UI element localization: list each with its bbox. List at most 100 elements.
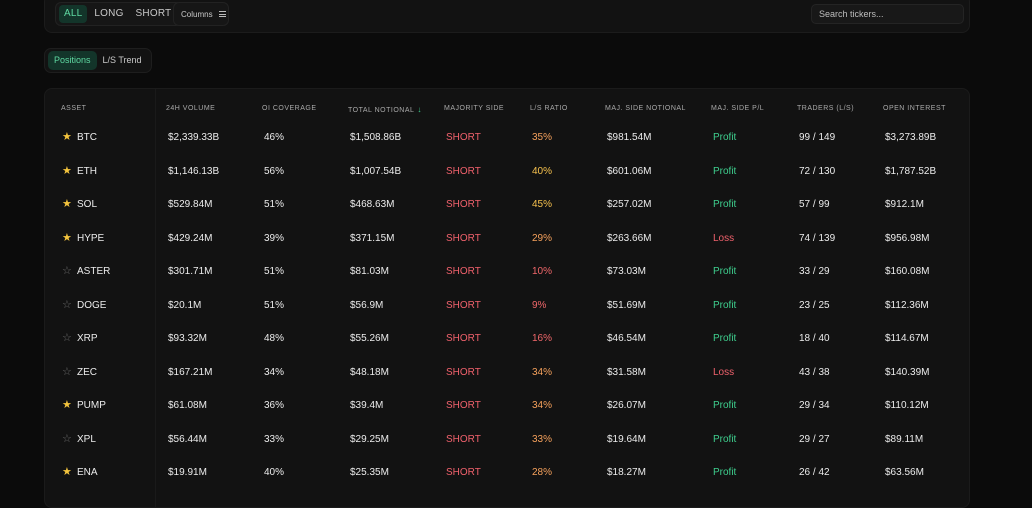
- pl-cell: Loss: [713, 232, 735, 244]
- majority-side-cell: SHORT: [446, 199, 481, 210]
- pl-cell: Profit: [713, 132, 737, 143]
- volume-cell: $1,146.13B: [168, 165, 220, 177]
- traders-cell: 29 / 27: [799, 433, 830, 445]
- toolbar: ALL LONG SHORT Columns: [44, 0, 970, 33]
- traders-cell: 72 / 130: [799, 165, 836, 177]
- star-outline-icon[interactable]: ☆: [62, 432, 72, 445]
- star-filled-icon[interactable]: ★: [62, 198, 72, 210]
- pl-cell: Profit: [713, 299, 737, 311]
- header-asset[interactable]: ASSET: [61, 105, 87, 112]
- header-open-interest[interactable]: OPEN INTEREST: [883, 105, 946, 112]
- positions-table: ASSET 24H VOLUME OI COVERAGE TOTAL NOTIO…: [44, 88, 970, 508]
- majority-side-cell: SHORT: [446, 165, 481, 177]
- total-notional-cell: $468.63M: [350, 199, 395, 210]
- header-ls-ratio[interactable]: L/S RATIO: [530, 105, 568, 112]
- traders-cell: 18 / 40: [799, 333, 830, 344]
- total-notional-cell: $81.03M: [350, 266, 389, 277]
- header-maj-side-pl[interactable]: MAJ. SIDE P/L: [711, 105, 765, 112]
- header-oi-coverage[interactable]: OI COVERAGE: [262, 105, 317, 112]
- asset-symbol: PUMP: [77, 400, 106, 411]
- table-row[interactable]: ☆ ASTER $301.71M 51% $81.03M SHORT 10% $73.03M P…: [45, 255, 971, 289]
- maj-notional-cell: $981.54M: [607, 132, 652, 143]
- star-outline-icon[interactable]: ☆: [62, 265, 72, 277]
- table-row[interactable]: ★ ENA $19.91M 40% $25.35M SHORT 28% $18.27M Prof…: [45, 456, 971, 490]
- filter-all-button[interactable]: ALL: [59, 5, 88, 23]
- total-notional-cell: $39.4M: [350, 400, 384, 411]
- filter-long-button[interactable]: LONG: [94, 8, 124, 19]
- table-row[interactable]: ★ ETH $1,146.13B 56% $1,007.54B SHORT 40% $601.…: [45, 155, 971, 189]
- maj-notional-cell: $263.66M: [607, 232, 652, 244]
- table-row[interactable]: ☆ DOGE $20.1M 51% $56.9M SHORT 9% $51.69M Profit…: [45, 289, 971, 323]
- star-filled-icon[interactable]: ★: [62, 399, 72, 411]
- star-filled-icon[interactable]: ★: [62, 164, 72, 177]
- ls-ratio-cell: 34%: [532, 366, 553, 378]
- oi-coverage-cell: 56%: [264, 165, 285, 177]
- open-interest-cell: $160.08M: [885, 266, 930, 277]
- pl-cell: Profit: [713, 199, 737, 210]
- open-interest-cell: $112.36M: [885, 299, 929, 311]
- table-row[interactable]: ☆ XRP $93.32M 48% $55.26M SHORT 16% $46.54M Prof…: [45, 322, 971, 356]
- open-interest-cell: $110.12M: [885, 400, 929, 411]
- majority-side-cell: SHORT: [446, 232, 481, 244]
- volume-cell: $56.44M: [168, 433, 207, 445]
- pl-cell: Loss: [713, 366, 735, 378]
- volume-cell: $20.1M: [168, 299, 202, 311]
- header-maj-side-notional[interactable]: MAJ. SIDE NOTIONAL: [605, 105, 686, 112]
- column-divider: [155, 89, 156, 507]
- asset-symbol: HYPE: [77, 232, 105, 244]
- table-row[interactable]: ☆ XPL $56.44M 33% $29.25M SHORT 33% $19.64M Prof…: [45, 423, 971, 457]
- table-row[interactable]: ★ HYPE $429.24M 39% $371.15M SHORT 29% $263.66M…: [45, 222, 971, 256]
- header-24h-volume[interactable]: 24H VOLUME: [166, 105, 216, 112]
- oi-coverage-cell: 46%: [264, 132, 285, 143]
- header-total-notional[interactable]: TOTAL NOTIONAL ↓: [348, 105, 422, 114]
- open-interest-cell: $89.11M: [885, 433, 924, 445]
- traders-cell: 74 / 139: [799, 232, 836, 244]
- majority-side-cell: SHORT: [446, 132, 481, 143]
- total-notional-cell: $25.35M: [350, 467, 389, 478]
- volume-cell: $2,339.33B: [168, 132, 220, 143]
- table-row[interactable]: ★ SOL $529.84M 51% $468.63M SHORT 45% $257.02M P…: [45, 188, 971, 222]
- asset-symbol: ZEC: [77, 366, 97, 378]
- total-notional-cell: $1,007.54B: [350, 165, 402, 177]
- columns-button[interactable]: Columns: [173, 2, 229, 26]
- oi-coverage-cell: 51%: [264, 266, 285, 277]
- ls-ratio-cell: 9%: [532, 299, 547, 311]
- majority-side-cell: SHORT: [446, 467, 481, 478]
- traders-cell: 43 / 38: [799, 366, 830, 378]
- asset-symbol: XPL: [77, 433, 96, 445]
- star-filled-icon[interactable]: ★: [62, 131, 72, 143]
- side-filter-group: ALL LONG SHORT: [55, 2, 183, 26]
- tab-ls-trend[interactable]: L/S Trend: [102, 55, 142, 65]
- pl-cell: Profit: [713, 400, 737, 411]
- table-row[interactable]: ★ BTC $2,339.33B 46% $1,508.86B SHORT 35% $981.…: [45, 121, 971, 155]
- traders-cell: 26 / 42: [799, 467, 830, 478]
- maj-notional-cell: $31.58M: [607, 366, 646, 378]
- ls-ratio-cell: 45%: [532, 199, 553, 210]
- table-row[interactable]: ★ PUMP $61.08M 36% $39.4M SHORT 34% $26.07M Prof…: [45, 389, 971, 423]
- total-notional-cell: $55.26M: [350, 333, 389, 344]
- search-input[interactable]: [811, 4, 964, 24]
- header-traders[interactable]: TRADERS (L/S): [797, 105, 855, 112]
- star-outline-icon[interactable]: ☆: [62, 332, 72, 344]
- star-outline-icon[interactable]: ☆: [62, 365, 72, 378]
- star-filled-icon[interactable]: ★: [62, 231, 72, 244]
- total-notional-cell: $56.9M: [350, 299, 384, 311]
- majority-side-cell: SHORT: [446, 333, 481, 344]
- volume-cell: $529.84M: [168, 199, 213, 210]
- oi-coverage-cell: 51%: [264, 199, 285, 210]
- ls-ratio-cell: 34%: [532, 400, 553, 411]
- table-row[interactable]: ☆ ZEC $167.21M 34% $48.18M SHORT 34% $31.58M Los…: [45, 356, 971, 390]
- ls-ratio-cell: 35%: [532, 132, 553, 143]
- maj-notional-cell: $46.54M: [607, 333, 646, 344]
- maj-notional-cell: $73.03M: [607, 266, 646, 277]
- star-outline-icon[interactable]: ☆: [62, 298, 72, 311]
- filter-short-button[interactable]: SHORT: [135, 8, 172, 19]
- tab-positions[interactable]: Positions: [48, 51, 97, 70]
- open-interest-cell: $1,787.52B: [885, 165, 937, 177]
- star-filled-icon[interactable]: ★: [62, 466, 72, 478]
- header-majority-side[interactable]: MAJORITY SIDE: [444, 105, 505, 112]
- oi-coverage-cell: 39%: [264, 232, 285, 244]
- total-notional-cell: $48.18M: [350, 366, 389, 378]
- columns-button-label: Columns: [181, 9, 213, 19]
- open-interest-cell: $140.39M: [885, 366, 930, 378]
